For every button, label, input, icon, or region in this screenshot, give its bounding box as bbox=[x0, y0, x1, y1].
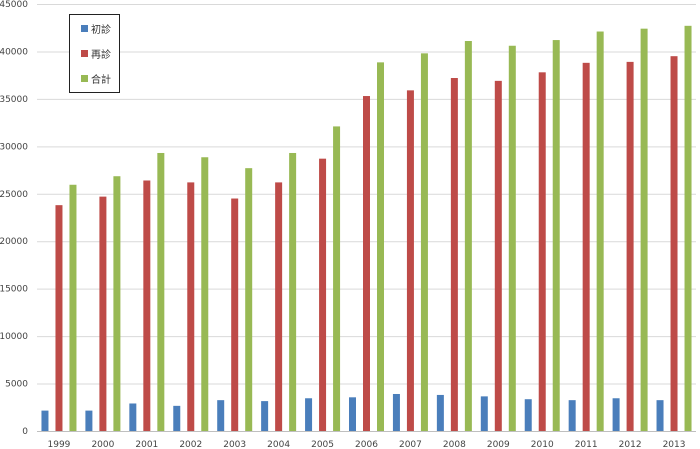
bar bbox=[450, 78, 458, 431]
x-tick-label: 2000 bbox=[91, 440, 114, 449]
x-tick-label: 2013 bbox=[663, 440, 686, 449]
legend-label-total: 合計 bbox=[91, 74, 111, 86]
bar bbox=[275, 182, 283, 431]
y-tick-label: 5000 bbox=[5, 380, 28, 390]
bar bbox=[568, 400, 576, 431]
bar bbox=[245, 168, 253, 431]
bar bbox=[670, 56, 678, 431]
y-tick-label: 0 bbox=[22, 427, 28, 437]
bar bbox=[596, 31, 604, 432]
bar bbox=[626, 61, 634, 431]
y-tick-label: 25000 bbox=[0, 190, 28, 200]
legend-label-shoshin: 初診 bbox=[91, 24, 111, 36]
x-tick-label: 1999 bbox=[48, 440, 71, 449]
bar bbox=[113, 176, 121, 431]
x-tick-label: 2003 bbox=[223, 440, 246, 449]
x-tick-label: 2005 bbox=[311, 440, 334, 449]
x-tick-label: 2007 bbox=[399, 440, 422, 449]
bar bbox=[69, 184, 77, 431]
bar bbox=[392, 393, 400, 431]
y-tick-label: 15000 bbox=[0, 285, 28, 295]
bar bbox=[41, 410, 49, 431]
bar bbox=[333, 126, 341, 431]
legend-item-saishin: 再診 bbox=[81, 46, 111, 61]
bar bbox=[305, 398, 313, 431]
bar bbox=[319, 158, 327, 432]
legend-item-shoshin: 初診 bbox=[81, 21, 111, 36]
bar bbox=[612, 398, 620, 431]
y-tick-label: 30000 bbox=[0, 142, 28, 152]
bar bbox=[349, 397, 356, 431]
x-tick-label: 2012 bbox=[619, 440, 642, 449]
bar bbox=[173, 405, 181, 431]
legend-swatch-total bbox=[81, 74, 88, 82]
bar bbox=[363, 96, 370, 431]
bar bbox=[99, 196, 107, 431]
bar bbox=[201, 157, 209, 431]
x-tick-label: 2011 bbox=[575, 440, 598, 449]
legend-item-total: 合計 bbox=[81, 71, 111, 86]
bar bbox=[640, 28, 648, 431]
bar bbox=[377, 62, 384, 432]
x-tick-label: 2004 bbox=[267, 440, 290, 449]
y-tick-label: 35000 bbox=[0, 95, 28, 105]
bar bbox=[464, 41, 472, 431]
bar bbox=[420, 53, 428, 432]
bar bbox=[524, 399, 532, 431]
bar bbox=[55, 205, 63, 431]
bar bbox=[289, 152, 297, 432]
x-tick-label: 2008 bbox=[443, 440, 466, 449]
legend-label-saishin: 再診 bbox=[91, 49, 111, 61]
bar bbox=[85, 410, 93, 431]
bar bbox=[143, 180, 151, 431]
bar bbox=[480, 396, 488, 431]
y-tick-label: 20000 bbox=[0, 237, 28, 247]
x-tick-label: 2010 bbox=[531, 440, 554, 449]
bar bbox=[684, 25, 692, 431]
bar bbox=[508, 45, 516, 431]
bar bbox=[187, 182, 195, 431]
bar bbox=[656, 400, 664, 431]
bar bbox=[217, 400, 225, 431]
bar bbox=[582, 62, 590, 431]
bars bbox=[41, 25, 692, 432]
bar bbox=[231, 198, 239, 431]
y-tick-label: 40000 bbox=[0, 47, 28, 57]
legend-swatch-shoshin bbox=[81, 24, 88, 32]
x-tick-label: 2006 bbox=[355, 440, 378, 449]
bar bbox=[261, 401, 269, 431]
bar bbox=[552, 40, 560, 432]
bar bbox=[436, 394, 444, 431]
y-tick-label: 45000 bbox=[0, 0, 28, 10]
bar bbox=[538, 72, 546, 431]
y-tick-label: 10000 bbox=[0, 332, 28, 342]
x-tick-label: 2002 bbox=[179, 440, 202, 449]
legend: 初診 再診 合計 bbox=[69, 14, 120, 93]
x-tick-label: 2009 bbox=[487, 440, 510, 449]
bar bbox=[494, 80, 502, 432]
bar bbox=[406, 90, 414, 431]
legend-swatch-saishin bbox=[81, 49, 88, 57]
x-tick-label: 2001 bbox=[135, 440, 158, 449]
bar bbox=[129, 403, 137, 431]
bar bbox=[157, 152, 165, 432]
